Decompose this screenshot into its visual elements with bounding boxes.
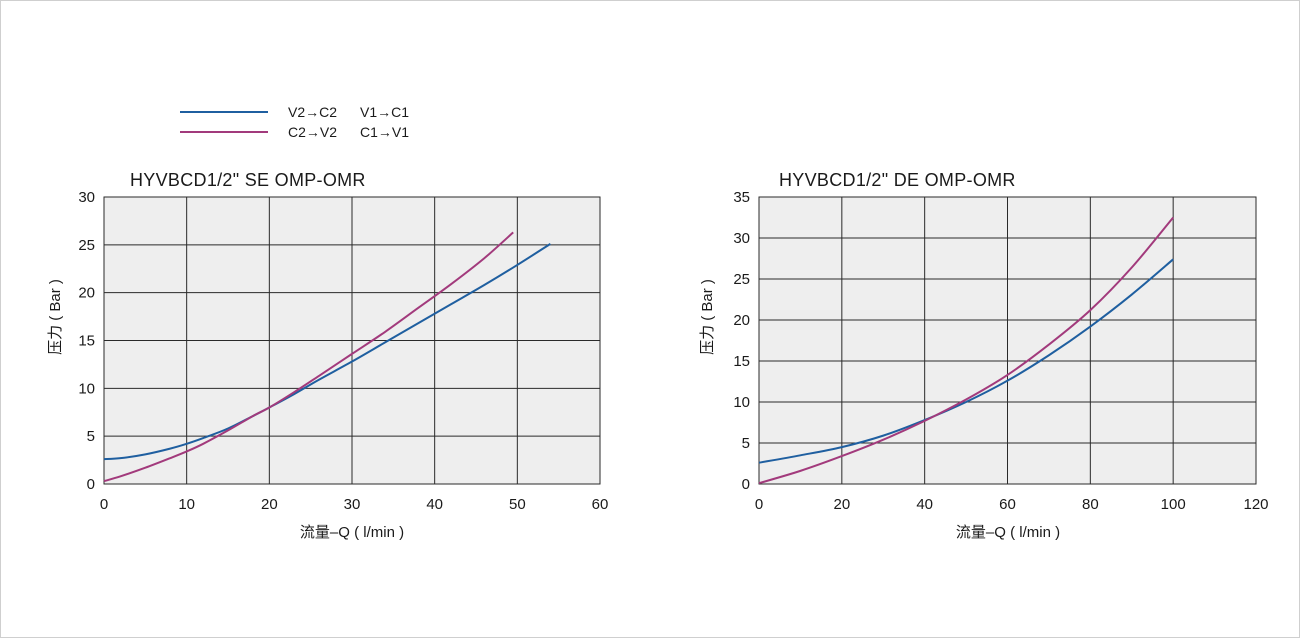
chart-se-xtick-label: 50 (509, 496, 526, 513)
chart-se-xtick-label: 60 (592, 496, 609, 513)
chart-de-series-2-line (758, 216, 1174, 485)
chart-se-ytick-label: 0 (87, 476, 95, 493)
chart-se-ytick-label: 20 (78, 285, 95, 302)
chart-de-xlabel: 流量–Q ( l/min ) (956, 524, 1060, 541)
legend-label-series-1a: V2→C2 (288, 104, 337, 120)
chart-de-xtick-label: 100 (1161, 496, 1186, 513)
legend-label-series-1b: V1→C1 (360, 104, 409, 120)
chart-se-xlabel: 流量–Q ( l/min ) (300, 524, 404, 541)
legend-label-series-2a: C2→V2 (288, 124, 337, 140)
chart-de-xtick-label: 80 (1082, 496, 1099, 513)
chart-de: HYVBCD1/2" DE OMP-OMR 流量–Q ( l/min ) 压力 … (699, 170, 1269, 541)
chart-se-title: HYVBCD1/2" SE OMP-OMR (130, 170, 366, 190)
chart-se-ylabel: 压力 ( Bar ) (47, 279, 64, 355)
chart-se-series-2-line (103, 231, 514, 483)
chart-de-xtick-label: 40 (916, 496, 933, 513)
chart-de-xtick-label: 60 (999, 496, 1016, 513)
chart-de-xtick-label: 20 (833, 496, 850, 513)
chart-de-title: HYVBCD1/2" DE OMP-OMR (779, 170, 1016, 190)
chart-de-ylabel: 压力 ( Bar ) (699, 279, 716, 355)
chart-de-ytick-label: 30 (733, 230, 750, 247)
chart-se-ytick-label: 15 (78, 333, 95, 350)
chart-se-xtick-label: 10 (178, 496, 195, 513)
chart-se-ytick-label: 30 (78, 189, 95, 206)
chart-de-xtick-label: 0 (755, 496, 763, 513)
chart-se-ytick-label: 10 (78, 380, 95, 397)
chart-de-series-1-line (758, 258, 1174, 464)
chart-de-ytick-label: 10 (733, 394, 750, 411)
chart-de-ytick-label: 25 (733, 271, 750, 288)
chart-se-xtick-label: 0 (100, 496, 108, 513)
chart-se-xtick-label: 40 (426, 496, 443, 513)
chart-de-ytick-label: 15 (733, 353, 750, 370)
chart-se-xtick-label: 30 (344, 496, 361, 513)
chart-de-ytick-label: 35 (733, 189, 750, 206)
chart-se-ytick-label: 25 (78, 237, 95, 254)
chart-de-ytick-label: 20 (733, 312, 750, 329)
legend: V2→C2 V1→C1 C2→V2 C1→V1 (180, 104, 409, 140)
chart-se-ytick-label: 5 (87, 428, 95, 445)
chart-de-ytick-label: 0 (742, 476, 750, 493)
chart-de-xtick-label: 120 (1243, 496, 1268, 513)
legend-label-series-2b: C1→V1 (360, 124, 409, 140)
chart-se-xtick-label: 20 (261, 496, 278, 513)
chart-de-ytick-label: 5 (742, 435, 750, 452)
chart-se: HYVBCD1/2" SE OMP-OMR 流量–Q ( l/min ) 压力 … (47, 170, 608, 541)
